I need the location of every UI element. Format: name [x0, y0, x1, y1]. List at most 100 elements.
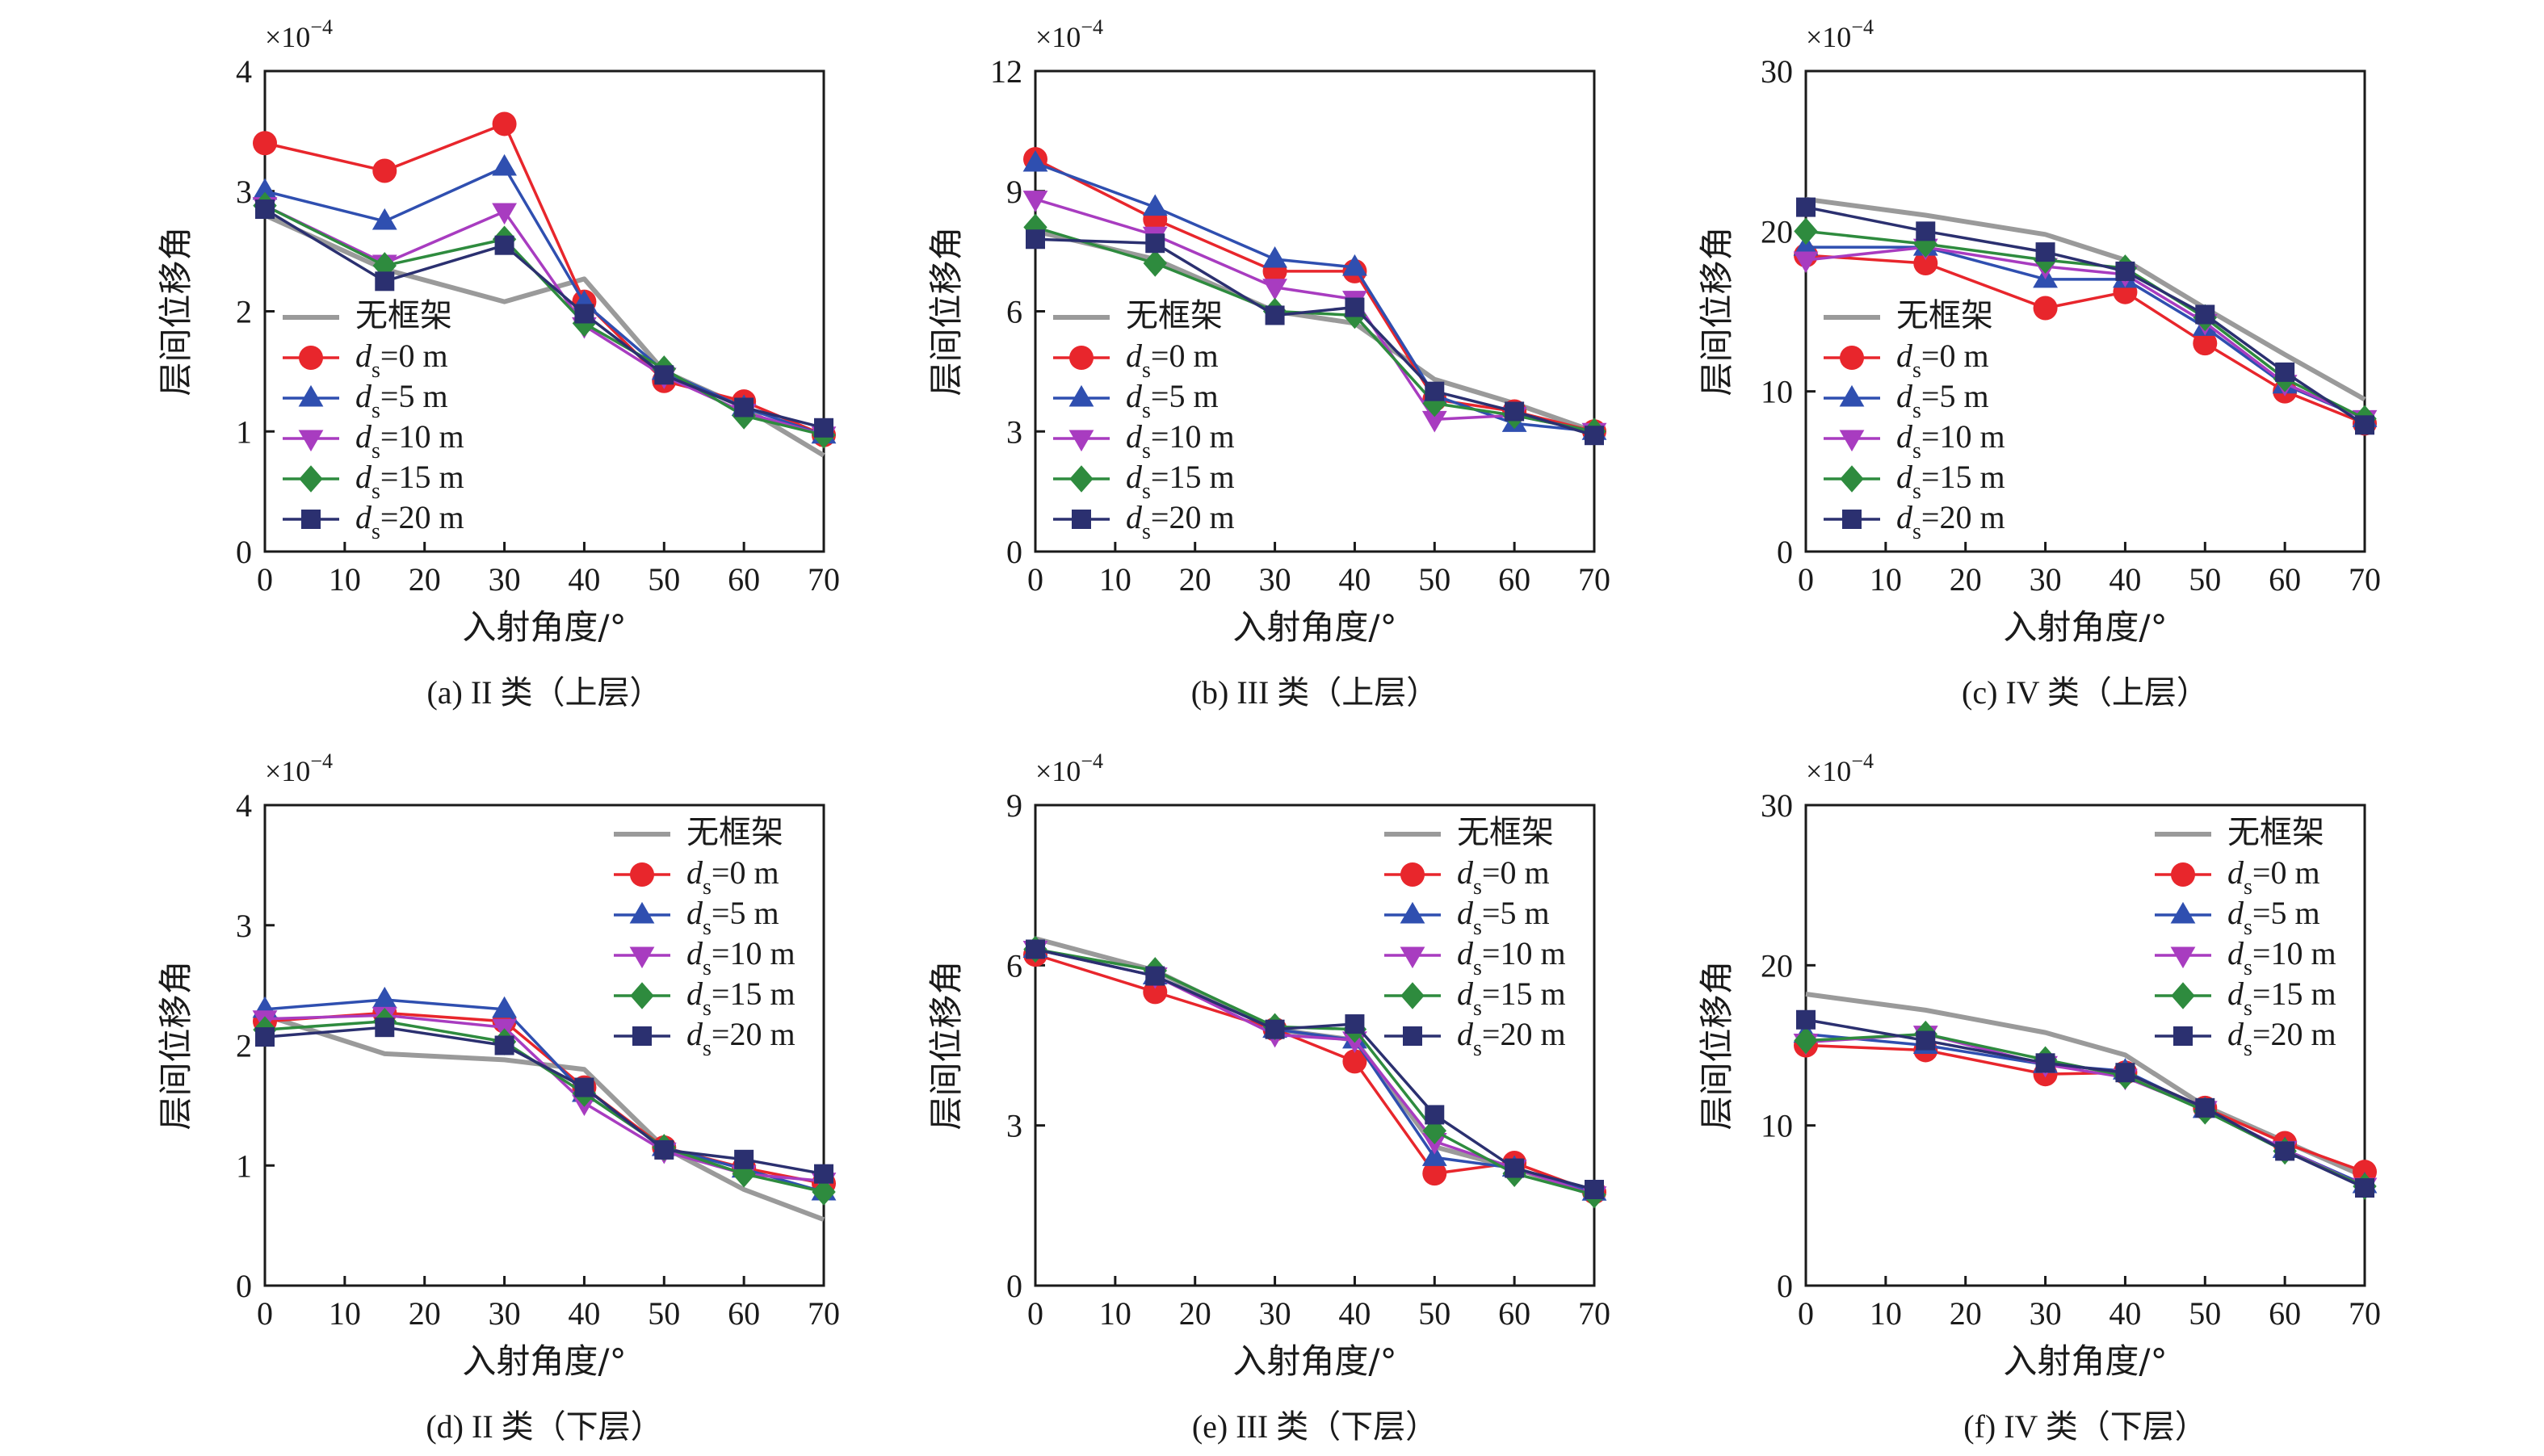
data-point-d20	[2035, 1053, 2055, 1073]
legend-label-d10: ds=10 m	[355, 418, 464, 464]
plot-frame	[263, 69, 825, 553]
y-tick-label: 3	[1006, 1108, 1022, 1144]
data-point-d0	[1913, 251, 1938, 275]
data-point-d20	[2195, 1097, 2215, 1118]
y-tick-label: 4	[236, 787, 252, 824]
legend-marker-d0	[299, 346, 323, 370]
data-point-d15	[1143, 250, 1167, 277]
data-point-d20	[1796, 1009, 1816, 1030]
data-point-d20	[1145, 233, 1165, 254]
data-point-d15	[1794, 217, 1818, 245]
data-point-d20	[2115, 1063, 2135, 1083]
x-tick-label: 50	[648, 1295, 680, 1332]
legend-label-none: 无框架	[1126, 297, 1223, 334]
series-line-d0	[1035, 157, 1595, 433]
panel-caption: (d) II 类（下层）	[426, 1408, 662, 1445]
y-tick-label: 20	[1761, 213, 1793, 250]
data-point-d20	[255, 199, 275, 220]
legend-label-d15: ds=15 m	[686, 976, 796, 1021]
x-tick-label: 60	[728, 1295, 760, 1332]
legend: 无框架 ds=0 mds=5 mds=10 mds=15 mds=20 m	[283, 297, 464, 544]
x-tick-label: 20	[409, 1295, 441, 1332]
y-axis-label: 层间位移角	[1697, 960, 1736, 1130]
data-point-d20	[1026, 939, 1045, 959]
legend-label-none: 无框架	[686, 814, 783, 850]
y-tick-label: 3	[236, 908, 252, 944]
legend-label-d0: ds=0 m	[355, 338, 448, 383]
legend-marker-d5	[2170, 901, 2196, 924]
x-axis-label: 入射角度/°	[1232, 1341, 1396, 1381]
y-tick-label: 12	[990, 53, 1022, 90]
data-point-d20	[2275, 362, 2295, 382]
legend-marker-d10	[2170, 946, 2196, 969]
x-axis-label: 入射角度/°	[2003, 607, 2167, 647]
x-tick-label: 40	[2109, 561, 2141, 598]
x-tick-label: 50	[648, 561, 680, 598]
y-multiplier: ×10−4	[1035, 749, 1103, 787]
series-d20	[255, 199, 833, 438]
plot-frame	[1804, 69, 2366, 553]
panel-caption: (b) III 类（上层）	[1191, 674, 1439, 711]
x-tick-label: 20	[409, 561, 441, 598]
legend-marker-d10	[1400, 946, 1425, 969]
legend: 无框架 ds=0 mds=5 mds=10 mds=15 mds=20 m	[2155, 814, 2336, 1061]
data-point-d15	[812, 1178, 836, 1206]
legend-marker-d15	[2171, 982, 2195, 1009]
y-tick-label: 0	[236, 534, 252, 570]
data-point-d20	[2275, 1141, 2295, 1161]
x-tick-label: 70	[1578, 1295, 1610, 1332]
series-d20	[1026, 229, 1604, 446]
chart-panel-3: 0 10 20 30 40 50 60 70 0 10 20 30 ×10−4 入射角度/° 层间位移角 (c…	[1697, 15, 2381, 711]
data-point-d20	[2035, 242, 2055, 262]
data-point-d20	[814, 417, 833, 438]
data-point-d20	[1265, 305, 1285, 325]
y-tick-label: 0	[1006, 1268, 1022, 1304]
legend-label-d0: ds=0 m	[1457, 854, 1550, 900]
data-point-d15	[1913, 230, 1937, 258]
legend-marker-d5	[1068, 384, 1094, 407]
data-point-d5	[1262, 245, 1287, 268]
data-point-d20	[375, 271, 395, 292]
chart-panel-1: 0 10 20 30 40 50 60 70 0 1 2 3 4 ×10−4 入射角度/° 层间位移角 (a) …	[156, 15, 840, 711]
data-point-d5	[1342, 254, 1367, 276]
legend-label-d15: ds=15 m	[1457, 976, 1566, 1021]
legend: 无框架 ds=0 mds=5 mds=10 mds=15 mds=20 m	[1824, 297, 2005, 544]
x-tick-label: 40	[1338, 1295, 1371, 1332]
legend-label-d0: ds=0 m	[1126, 338, 1219, 383]
series-d0	[1794, 243, 2377, 436]
legend: 无框架 ds=0 mds=5 mds=10 mds=15 mds=20 m	[1384, 814, 1566, 1061]
data-point-d0	[253, 131, 277, 156]
y-tick-label: 4	[236, 53, 252, 90]
data-point-d20	[1145, 966, 1165, 986]
data-point-d20	[814, 1164, 833, 1184]
series-d20	[1026, 939, 1604, 1199]
legend-label-none: 无框架	[355, 297, 452, 334]
x-tick-label: 0	[1798, 1295, 1814, 1332]
data-point-d20	[1425, 381, 1445, 401]
legend-label-d20: ds=20 m	[1457, 1016, 1566, 1061]
y-tick-label: 9	[1006, 174, 1022, 210]
legend-marker-d20	[1842, 510, 1862, 529]
x-tick-label: 0	[1027, 561, 1043, 598]
x-tick-label: 10	[1870, 1295, 1902, 1332]
data-point-d20	[574, 304, 594, 324]
x-tick-label: 0	[257, 561, 273, 598]
x-tick-label: 40	[2109, 1295, 2141, 1332]
y-tick-label: 2	[236, 1028, 252, 1064]
legend-marker-d0	[1840, 346, 1864, 370]
y-tick-label: 6	[1006, 947, 1022, 984]
y-tick-label: 30	[1761, 787, 1793, 824]
legend-label-d5: ds=5 m	[1896, 378, 1989, 423]
x-tick-label: 20	[1950, 1295, 1982, 1332]
legend-marker-d5	[1400, 901, 1425, 924]
y-axis-label: 层间位移角	[156, 960, 195, 1130]
data-point-d20	[2115, 261, 2135, 281]
x-tick-label: 20	[1179, 561, 1211, 598]
data-point-d5	[372, 986, 397, 1009]
legend-marker-d5	[1839, 384, 1865, 407]
series-line-d5	[1805, 1032, 2366, 1186]
x-tick-label: 40	[1338, 561, 1371, 598]
x-tick-label: 30	[489, 561, 521, 598]
y-tick-label: 10	[1761, 374, 1793, 410]
